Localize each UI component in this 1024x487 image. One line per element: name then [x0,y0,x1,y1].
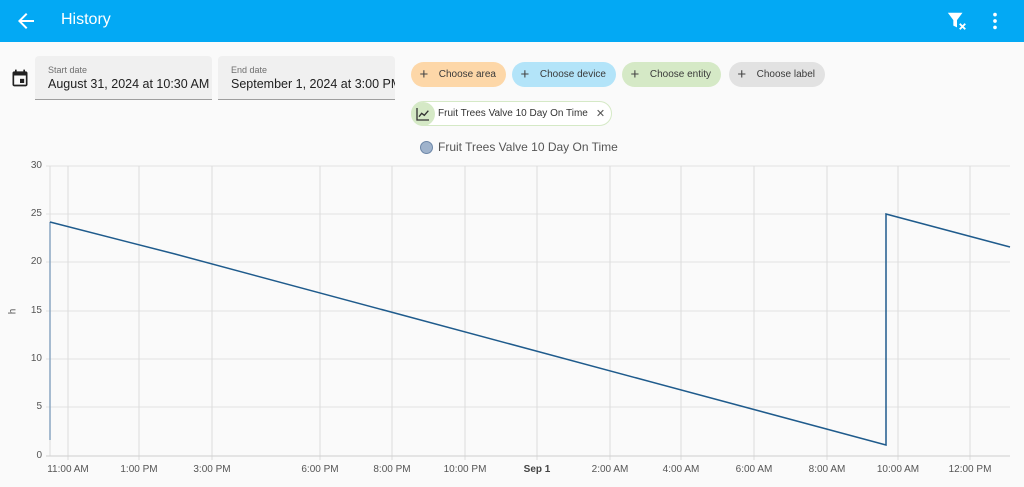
chart-line-icon [411,101,435,126]
start-date-value: August 31, 2024 at 10:30 AM [48,77,210,91]
y-tick: 0 [36,450,42,461]
x-tick: 1:00 PM [120,464,158,475]
arrow-left-icon[interactable] [14,9,38,33]
x-tick: 11:00 AM [47,464,89,475]
y-tick: 10 [30,353,42,364]
dots-vertical-icon[interactable] [984,9,1006,33]
x-tick: 8:00 PM [373,464,411,475]
plus-icon: + [737,66,747,83]
app-header: History [0,0,1024,42]
x-tick-day: Sep 1 [523,464,551,475]
x-tick: 10:00 AM [876,464,920,475]
y-axis-title: h [7,308,19,315]
choose-device-button[interactable]: + Choose device [512,62,616,87]
selected-entity-chip[interactable]: Fruit Trees Valve 10 Day On Time ✕ [411,101,612,126]
x-tick: 4:00 AM [662,464,700,475]
x-tick: 3:00 PM [193,464,231,475]
start-date-field[interactable]: Start date August 31, 2024 at 10:30 AM [35,56,212,100]
close-icon[interactable]: ✕ [595,108,606,120]
y-tick: 5 [36,401,42,412]
plus-icon: + [520,66,530,83]
end-date-value: September 1, 2024 at 3:00 PM [231,77,395,91]
chip-label: Choose label [756,69,815,80]
y-tick: 30 [30,160,42,171]
plus-icon: + [419,66,429,83]
filter-remove-icon[interactable] [946,10,968,32]
selected-entity-label: Fruit Trees Valve 10 Day On Time [438,108,588,119]
chip-label: Choose area [438,69,496,80]
legend-swatch [420,140,433,154]
chip-label: Choose device [539,69,606,80]
choose-area-button[interactable]: + Choose area [411,62,506,87]
calendar-icon [12,69,28,87]
chart-legend-item[interactable]: Fruit Trees Valve 10 Day On Time [420,140,618,154]
x-tick: 2:00 AM [591,464,629,475]
choose-entity-button[interactable]: + Choose entity [622,62,721,87]
end-date-field[interactable]: End date September 1, 2024 at 3:00 PM [218,56,395,100]
x-tick: 6:00 AM [735,464,773,475]
start-date-label: Start date [48,65,88,75]
x-tick: 12:00 PM [948,464,992,475]
end-date-label: End date [231,65,268,75]
y-tick: 20 [30,256,42,267]
legend-label: Fruit Trees Valve 10 Day On Time [438,140,618,154]
x-tick: 6:00 PM [301,464,339,475]
x-tick: 10:00 PM [443,464,487,475]
x-tick: 8:00 AM [808,464,846,475]
plus-icon: + [630,66,640,83]
page-title: History [61,11,111,28]
series-line [49,213,1011,446]
chip-label: Choose entity [649,69,711,80]
y-tick: 25 [30,208,42,219]
y-tick: 15 [30,305,42,316]
choose-label-button[interactable]: + Choose label [729,62,825,87]
